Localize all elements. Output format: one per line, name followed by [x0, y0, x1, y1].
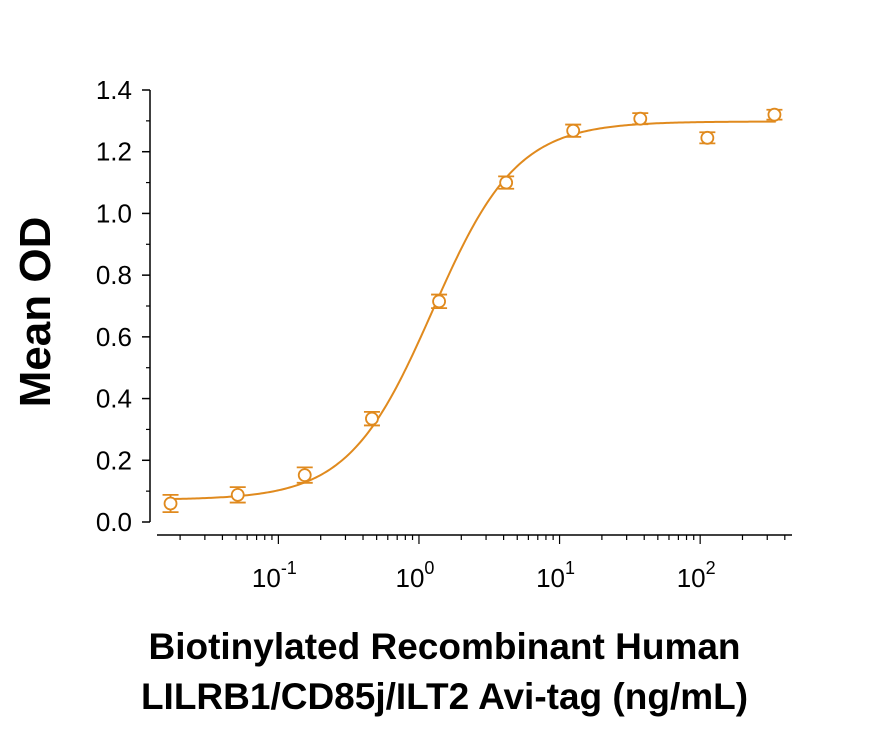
y-tick-label: 1.2 [96, 137, 132, 167]
x-axis-title: Biotinylated Recombinant Human LILRB1/CD… [0, 622, 889, 722]
point-marker [633, 111, 648, 126]
fit-curve [170, 120, 776, 501]
data-point [229, 486, 246, 504]
x-tick-exponent: 0 [424, 558, 434, 578]
data-points [162, 107, 783, 514]
y-tick-label: 0.6 [96, 322, 132, 352]
x-axis-title-line2: LILRB1/CD85j/ILT2 Avi-tag (ng/mL) [140, 676, 749, 717]
x-axis-title-line1: Biotinylated Recombinant Human [148, 626, 741, 667]
y-tick-label: 0.2 [96, 445, 132, 475]
x-tick-label: 102 [677, 558, 716, 593]
x-tick-label: 100 [396, 558, 435, 593]
data-point [498, 175, 515, 190]
y-tick-label: 1.4 [96, 75, 132, 105]
x-axis: 10-1 100 101 102 [157, 534, 792, 593]
data-point [296, 466, 313, 484]
point-marker [566, 123, 581, 138]
data-point [363, 410, 380, 427]
point-marker [297, 468, 312, 482]
point-marker [432, 294, 446, 309]
y-axis: 0.0 0.2 0.4 0.6 0.8 1.0 1.2 1.4 [96, 75, 151, 537]
data-point [766, 107, 783, 122]
x-tick-exponent: 1 [565, 558, 575, 578]
data-point [632, 111, 649, 126]
point-marker [163, 496, 178, 511]
x-tick-base: 10 [677, 563, 706, 593]
point-marker [365, 411, 379, 426]
data-point [162, 493, 179, 514]
data-point [431, 293, 448, 310]
x-tick-exponent: 2 [706, 558, 716, 578]
x-tick-base: 10 [536, 563, 565, 593]
y-tick-label: 0.0 [96, 507, 132, 537]
point-marker [230, 487, 245, 502]
x-tick-exponent: -1 [281, 558, 297, 578]
point-marker [499, 175, 514, 190]
data-point [565, 123, 582, 138]
y-tick-label: 1.0 [96, 198, 132, 228]
x-tick-base: 10 [396, 563, 425, 593]
point-marker [700, 130, 715, 145]
y-tick-label: 0.4 [96, 384, 132, 414]
data-point [699, 130, 716, 145]
y-tick-label: 0.8 [96, 260, 132, 290]
y-axis-title: Mean OD [11, 217, 60, 408]
x-tick-base: 10 [252, 563, 281, 593]
point-marker [767, 107, 782, 122]
x-tick-label: 101 [536, 558, 575, 593]
x-tick-label: 10-1 [252, 558, 297, 593]
